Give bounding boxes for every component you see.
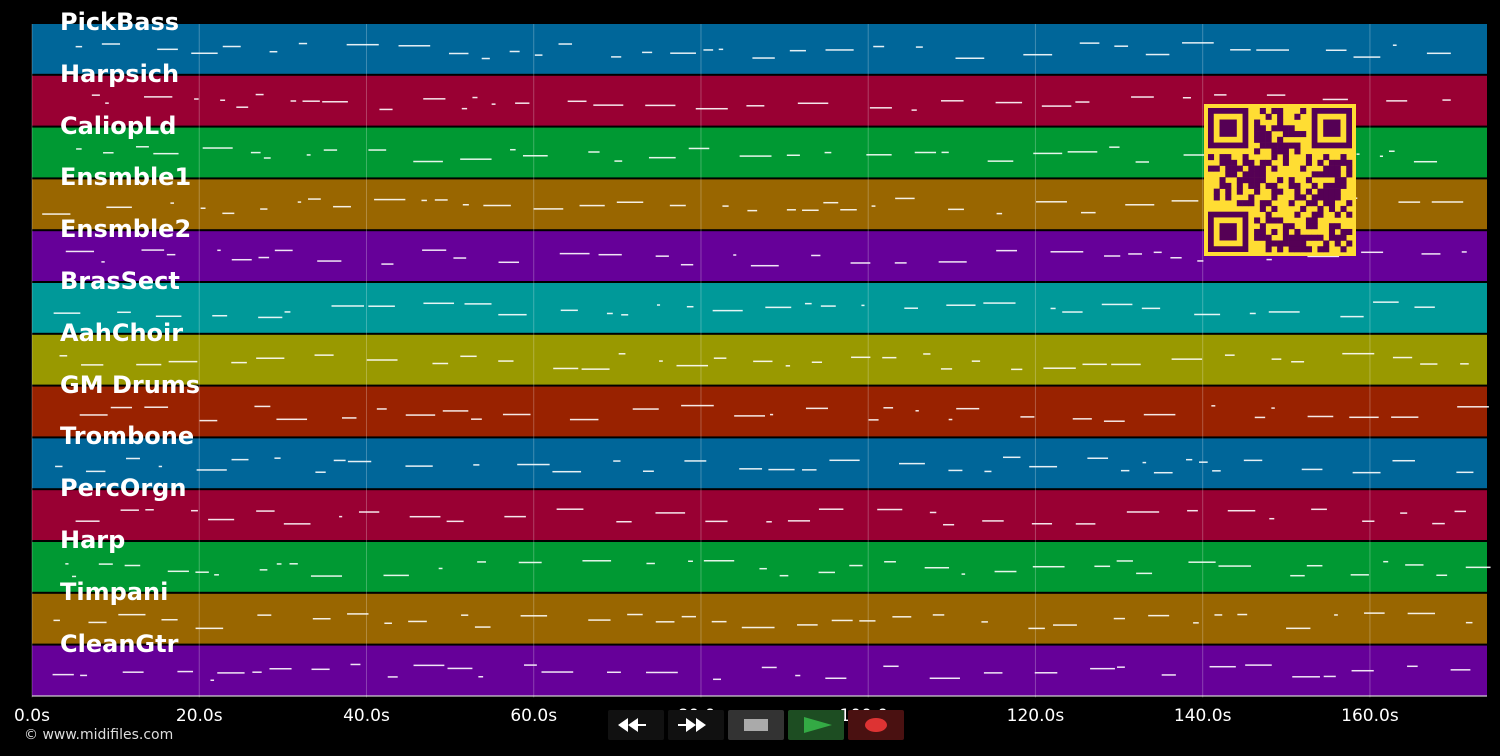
track-lane	[32, 542, 1487, 592]
transport-controls	[598, 710, 904, 740]
track-lane	[32, 24, 1487, 74]
rewind-button[interactable]	[608, 710, 664, 740]
fast-forward-button[interactable]	[668, 710, 724, 740]
track-lane	[32, 334, 1487, 385]
track-label: CaliopLd	[60, 111, 177, 140]
track-label: Timpani	[60, 577, 169, 606]
track-label: BrasSect	[60, 267, 180, 295]
track-lane	[32, 283, 1487, 333]
note-marks	[42, 42, 1491, 682]
rewind-icon	[618, 718, 646, 732]
time-tick-label: 40.0s	[343, 706, 390, 726]
play-icon	[804, 717, 832, 733]
track-label: Trombone	[60, 422, 195, 451]
track-lane	[32, 386, 1487, 437]
fast-forward-icon	[678, 718, 706, 732]
time-tick-label: 140.0s	[1173, 706, 1232, 726]
time-tick-label: 60.0s	[510, 706, 558, 726]
track-label: Ensmble1	[60, 163, 192, 192]
track-label: PercOrgn	[60, 474, 187, 503]
stop-icon	[744, 719, 768, 731]
time-tick-label: 20.0s	[175, 706, 223, 726]
time-tick-label: 160.0s	[1341, 706, 1399, 726]
play-button[interactable]	[788, 710, 844, 740]
track-lane	[32, 490, 1487, 540]
track-lane	[32, 438, 1487, 489]
track-label: PickBass	[60, 8, 180, 36]
record-icon	[865, 718, 887, 732]
record-button[interactable]	[848, 710, 904, 740]
time-tick-label: 0.0s	[14, 706, 50, 726]
track-label: CleanGtr	[60, 629, 179, 658]
track-label: Ensmble2	[60, 215, 192, 244]
track-lane	[32, 645, 1487, 696]
track-label: Harpsich	[60, 59, 180, 88]
qr-code	[1204, 104, 1356, 256]
track-label: Harp	[60, 526, 126, 554]
copyright-text: © www.midifiles.com	[24, 727, 174, 743]
track-lane	[32, 593, 1487, 644]
time-tick-label: 120.0s	[1006, 706, 1065, 726]
track-label: AahChoir	[60, 318, 184, 347]
stop-button[interactable]	[728, 710, 784, 740]
track-label: GM Drums	[60, 370, 201, 399]
